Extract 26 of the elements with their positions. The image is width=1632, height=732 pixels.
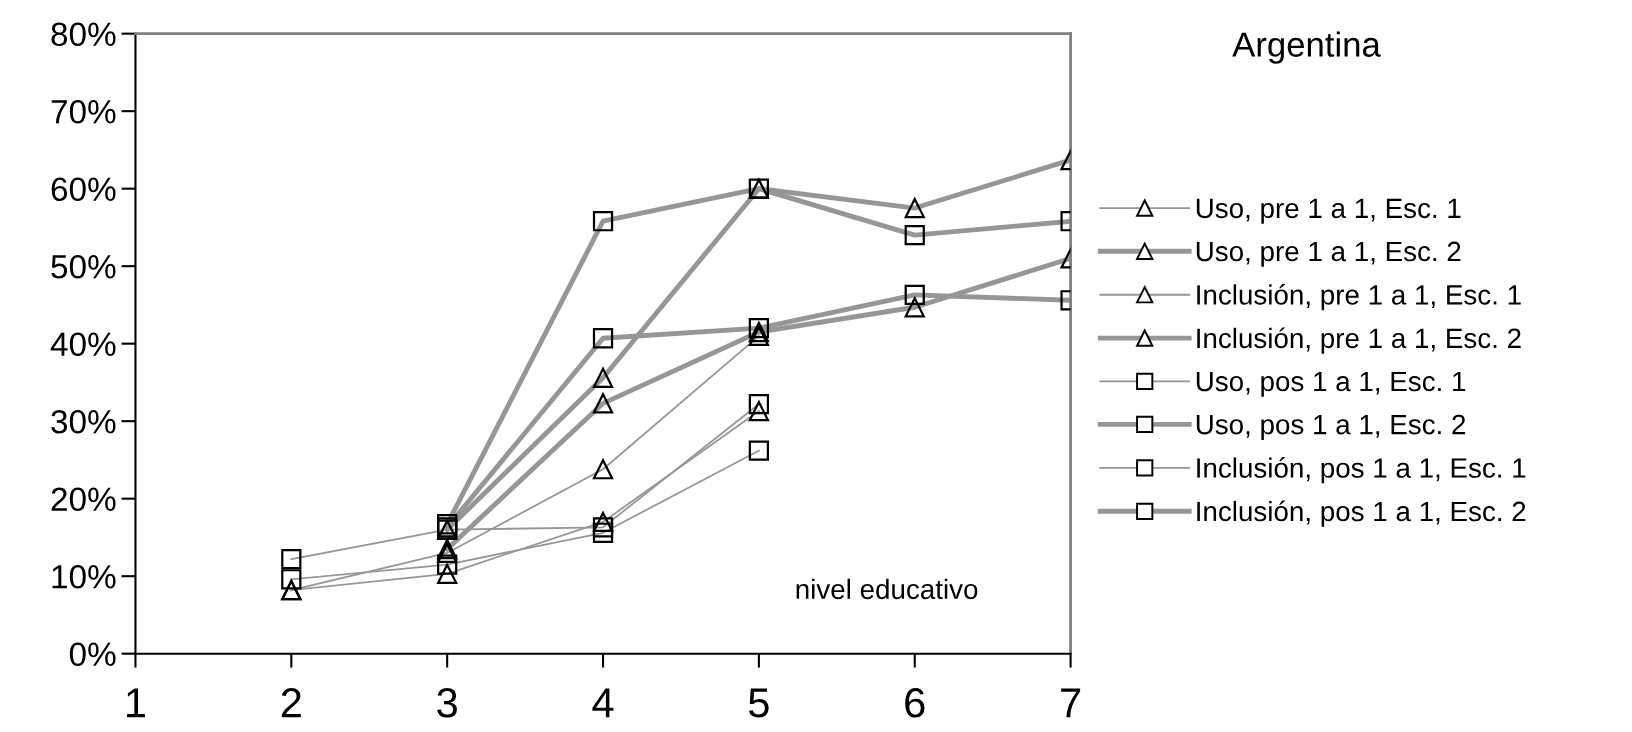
legend-label: Inclusión, pos 1 a 1, Esc. 2 [1197,500,1526,527]
x-tick-label: 6 [905,688,925,718]
y-tick-label: 50% [51,254,116,279]
y-tick-label: 10% [52,564,116,589]
legend-label: Inclusión, pos 1 a 1, Esc. 1 [1197,457,1526,484]
x-tick-label: 7 [1061,688,1081,718]
y-tick-label: 30% [51,409,116,434]
legend-label: Inclusión, pre 1 a 1, Esc. 2 [1197,327,1521,354]
legend-label: Uso, pre 1 a 1, Esc. 1 [1196,198,1461,224]
annotation: nivel educativo [796,578,978,600]
y-tick-label: 60% [51,177,116,202]
x-tick-label: 2 [281,688,301,718]
legend-label: Uso, pos 1 a 1, Esc. 1 [1196,371,1466,397]
x-tick-label: 4 [592,688,614,718]
text: Argentina [1232,31,1381,64]
y-tick-label: 20% [51,487,116,512]
x-tick-label: 1 [127,688,146,718]
x-tick-label: 3 [437,688,457,718]
legend-label: Uso, pre 1 a 1, Esc. 2 [1196,241,1461,267]
y-tick-label: 0% [69,642,116,667]
y-tick-label: 80% [51,22,116,47]
y-tick-label: 40% [50,332,116,357]
legend-label: Inclusión, pre 1 a 1, Esc. 1 [1197,284,1521,311]
legend-label: Uso, pos 1 a 1, Esc. 2 [1196,414,1466,440]
y-tick-label: 70% [51,99,116,124]
x-tick-label: 5 [748,688,769,718]
